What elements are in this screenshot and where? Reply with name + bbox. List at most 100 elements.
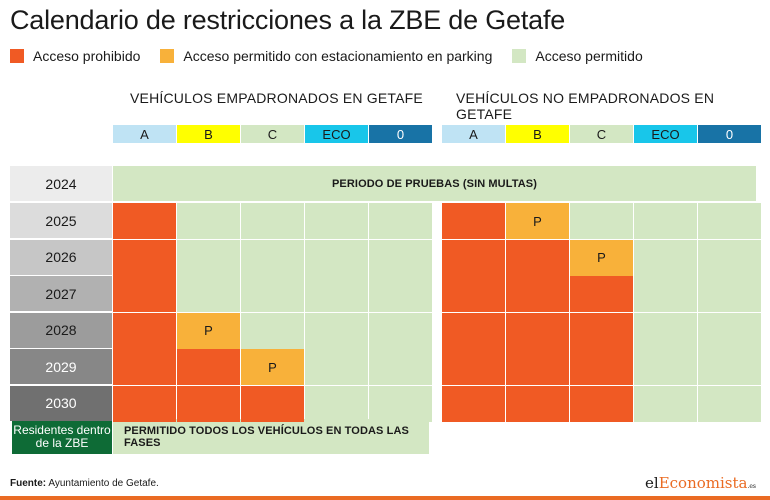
cell-no-empadronados-2030-c	[570, 385, 633, 422]
cell-no-empadronados-2026-0	[698, 239, 761, 276]
publisher-logo: elEconomista.es	[645, 474, 756, 492]
cell-no-empadronados-2027-b	[506, 276, 569, 312]
cell-no-empadronados-2026-a	[442, 239, 505, 276]
legend-item-parking: Acceso permitido con estacionamiento en …	[160, 48, 492, 64]
cell-no-empadronados-2025-0	[698, 203, 761, 239]
year-label-2028: 2028	[10, 312, 112, 348]
legend-label-prohibited: Acceso prohibido	[33, 48, 141, 64]
year-label-2026: 2026	[10, 239, 112, 275]
year-label-2030: 2030	[10, 385, 112, 421]
cell-empadronados-2028-eco	[305, 312, 368, 349]
cell-empadronados-2027-eco	[305, 276, 368, 312]
cell-empadronados-2027-a	[113, 276, 176, 312]
eco-label-zero: 0	[698, 125, 761, 143]
cell-no-empadronados-2025-c	[570, 203, 633, 239]
cell-empadronados-2026-b	[177, 239, 240, 276]
cell-no-empadronados-2027-0	[698, 276, 761, 312]
eco-label-b: B	[506, 125, 569, 143]
cell-no-empadronados-2025-eco	[634, 203, 697, 239]
cell-no-empadronados-2029-0	[698, 349, 761, 385]
year-label-2029: 2029	[10, 349, 112, 384]
logo-prefix: el	[645, 474, 659, 492]
cell-no-empadronados-2030-a	[442, 385, 505, 422]
cell-empadronados-2029-a	[113, 349, 176, 385]
legend-swatch-allowed	[512, 49, 527, 63]
eco-label-a: A	[113, 125, 176, 143]
cell-empadronados-2030-b	[177, 385, 240, 422]
cell-empadronados-2029-b	[177, 349, 240, 385]
cell-empadronados-2028-c	[241, 312, 304, 349]
cell-no-empadronados-2029-eco	[634, 349, 697, 385]
source-text: Ayuntamiento de Getafe.	[46, 478, 159, 489]
eco-label-a: A	[442, 125, 505, 143]
cell-empadronados-2029-c: P	[241, 349, 304, 385]
restrictions-grid: 2024 PERIODO DE PRUEBAS (SIN MULTAS) Res…	[10, 166, 770, 456]
cell-empadronados-2025-a	[113, 203, 176, 239]
logo-accent: Economista	[658, 474, 748, 492]
cell-empadronados-2030-a	[113, 385, 176, 422]
cell-no-empadronados-2029-c	[570, 349, 633, 385]
cell-no-empadronados-2029-b	[506, 349, 569, 385]
year-label-2025: 2025	[10, 203, 112, 238]
residents-banner: PERMITIDO TODOS LOS VEHÍCULOS EN TODAS L…	[113, 419, 429, 454]
eco-label-zero: 0	[369, 125, 432, 143]
bottom-accent-bar	[0, 496, 770, 500]
year-label-2024: 2024	[10, 166, 112, 201]
legend-swatch-prohibited	[10, 49, 24, 63]
cell-no-empadronados-2028-0	[698, 312, 761, 349]
cell-empadronados-2025-0	[369, 203, 432, 239]
cell-no-empadronados-2028-c	[570, 312, 633, 349]
cell-no-empadronados-2028-a	[442, 312, 505, 349]
cell-no-empadronados-2030-eco	[634, 385, 697, 422]
eco-labels-no-empadronados: A B C ECO 0	[442, 125, 762, 143]
cell-empadronados-2025-b	[177, 203, 240, 239]
legend-label-parking: Acceso permitido con estacionamiento en …	[183, 48, 493, 64]
cell-no-empadronados-2025-b: P	[506, 203, 569, 239]
cell-no-empadronados-2028-eco	[634, 312, 697, 349]
year-label-2027: 2027	[10, 276, 112, 311]
cell-no-empadronados-2026-eco	[634, 239, 697, 276]
eco-label-b: B	[177, 125, 240, 143]
cell-empadronados-2028-b: P	[177, 312, 240, 349]
cell-empadronados-2030-0	[369, 385, 432, 422]
residents-label: Residentes dentro de la ZBE	[12, 419, 112, 454]
legend: Acceso prohibido Acceso permitido con es…	[10, 47, 663, 65]
cell-no-empadronados-2029-a	[442, 349, 505, 385]
cell-empadronados-2029-eco	[305, 349, 368, 385]
cell-empadronados-2030-eco	[305, 385, 368, 422]
chart-title: Calendario de restricciones a la ZBE de …	[10, 5, 566, 35]
eco-label-eco: ECO	[305, 125, 368, 143]
source-note: Fuente: Ayuntamiento de Getafe.	[10, 478, 159, 489]
legend-swatch-parking	[160, 49, 175, 63]
cell-empadronados-2026-c	[241, 239, 304, 276]
cell-empadronados-2030-c	[241, 385, 304, 422]
cell-no-empadronados-2030-0	[698, 385, 761, 422]
cell-empadronados-2027-0	[369, 276, 432, 312]
cell-no-empadronados-2027-eco	[634, 276, 697, 312]
cell-empadronados-2027-b	[177, 276, 240, 312]
cell-no-empadronados-2026-c: P	[570, 239, 633, 276]
cell-empadronados-2026-a	[113, 239, 176, 276]
eco-label-c: C	[570, 125, 633, 143]
eco-label-eco: ECO	[634, 125, 697, 143]
source-label: Fuente:	[10, 478, 47, 489]
trial-period-banner: PERIODO DE PRUEBAS (SIN MULTAS)	[113, 166, 756, 201]
cell-empadronados-2027-c	[241, 276, 304, 312]
legend-item-prohibited: Acceso prohibido	[10, 48, 140, 64]
cell-empadronados-2026-eco	[305, 239, 368, 276]
cell-no-empadronados-2026-b	[506, 239, 569, 276]
cell-empadronados-2028-a	[113, 312, 176, 349]
cell-empadronados-2026-0	[369, 239, 432, 276]
legend-item-allowed: Acceso permitido	[512, 48, 643, 64]
cell-no-empadronados-2027-c	[570, 276, 633, 312]
logo-suffix: .es	[747, 483, 756, 490]
cell-no-empadronados-2028-b	[506, 312, 569, 349]
group-title-empadronados: VEHÍCULOS EMPADRONADOS EN GETAFE	[130, 90, 423, 106]
legend-label-allowed: Acceso permitido	[535, 48, 643, 64]
cell-no-empadronados-2027-a	[442, 276, 505, 312]
cell-no-empadronados-2030-b	[506, 385, 569, 422]
cell-empadronados-2025-eco	[305, 203, 368, 239]
cell-empadronados-2025-c	[241, 203, 304, 239]
cell-no-empadronados-2025-a	[442, 203, 505, 239]
cell-empadronados-2029-0	[369, 349, 432, 385]
